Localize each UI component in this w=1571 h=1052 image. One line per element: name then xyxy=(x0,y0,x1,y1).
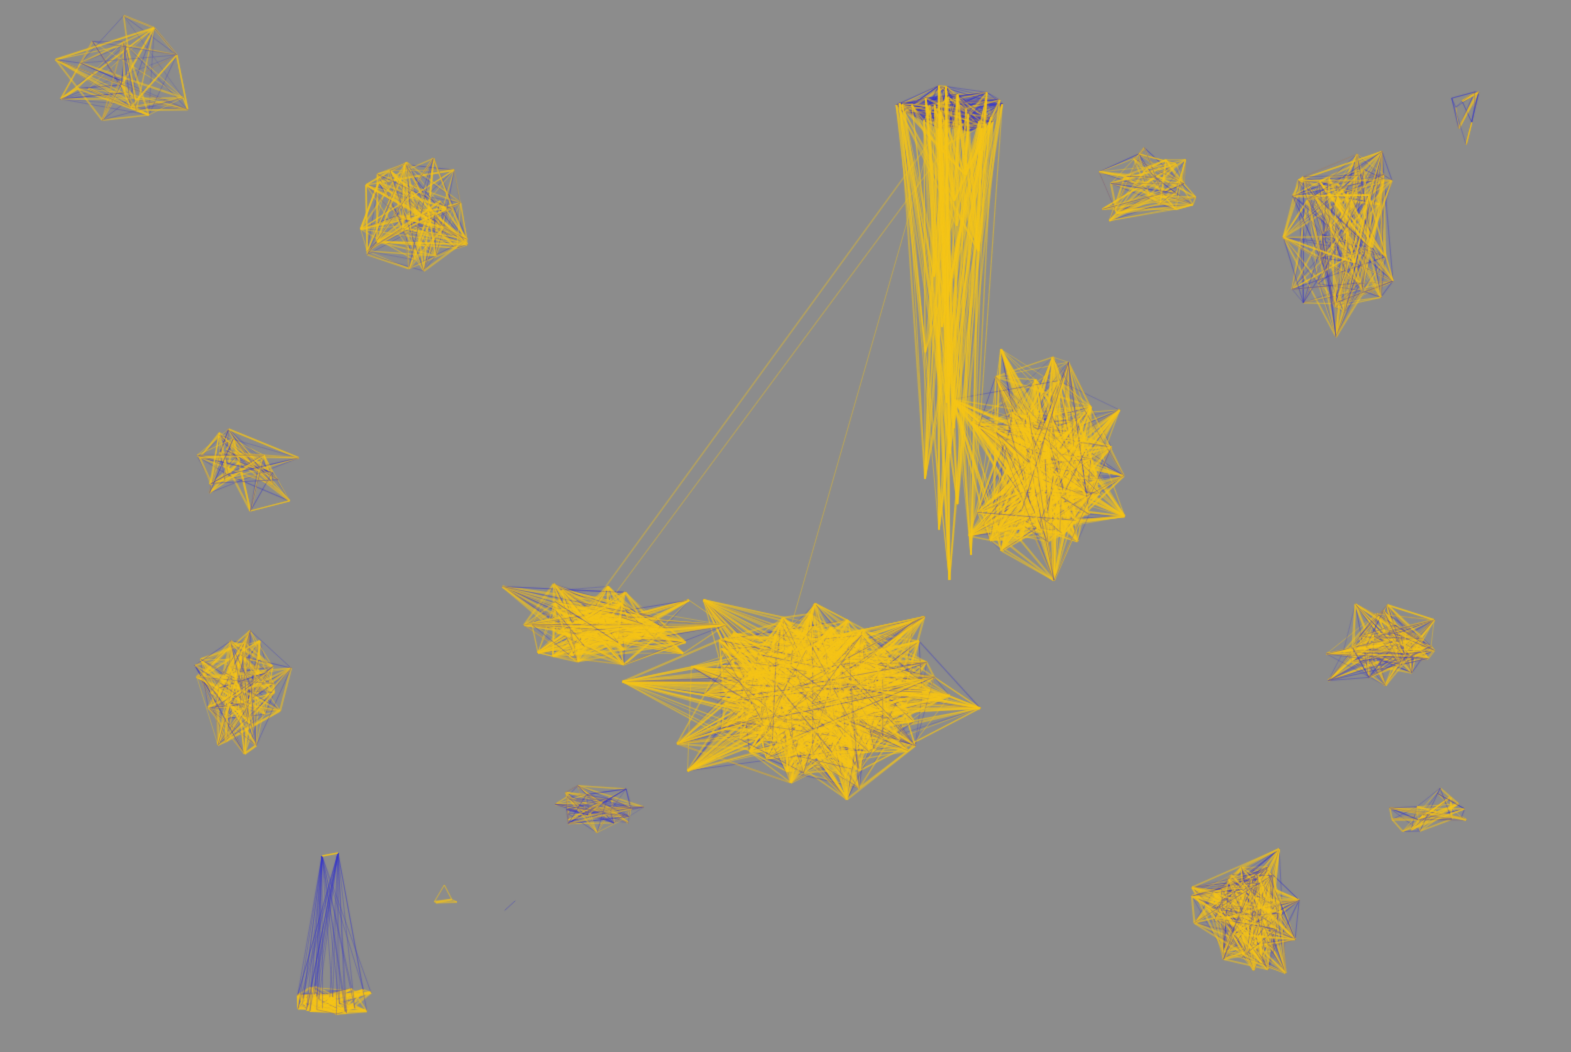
force-directed-network-plot xyxy=(0,0,1571,1052)
network-graph-canvas: Force-Directed Network Graph xyxy=(0,0,1571,1052)
